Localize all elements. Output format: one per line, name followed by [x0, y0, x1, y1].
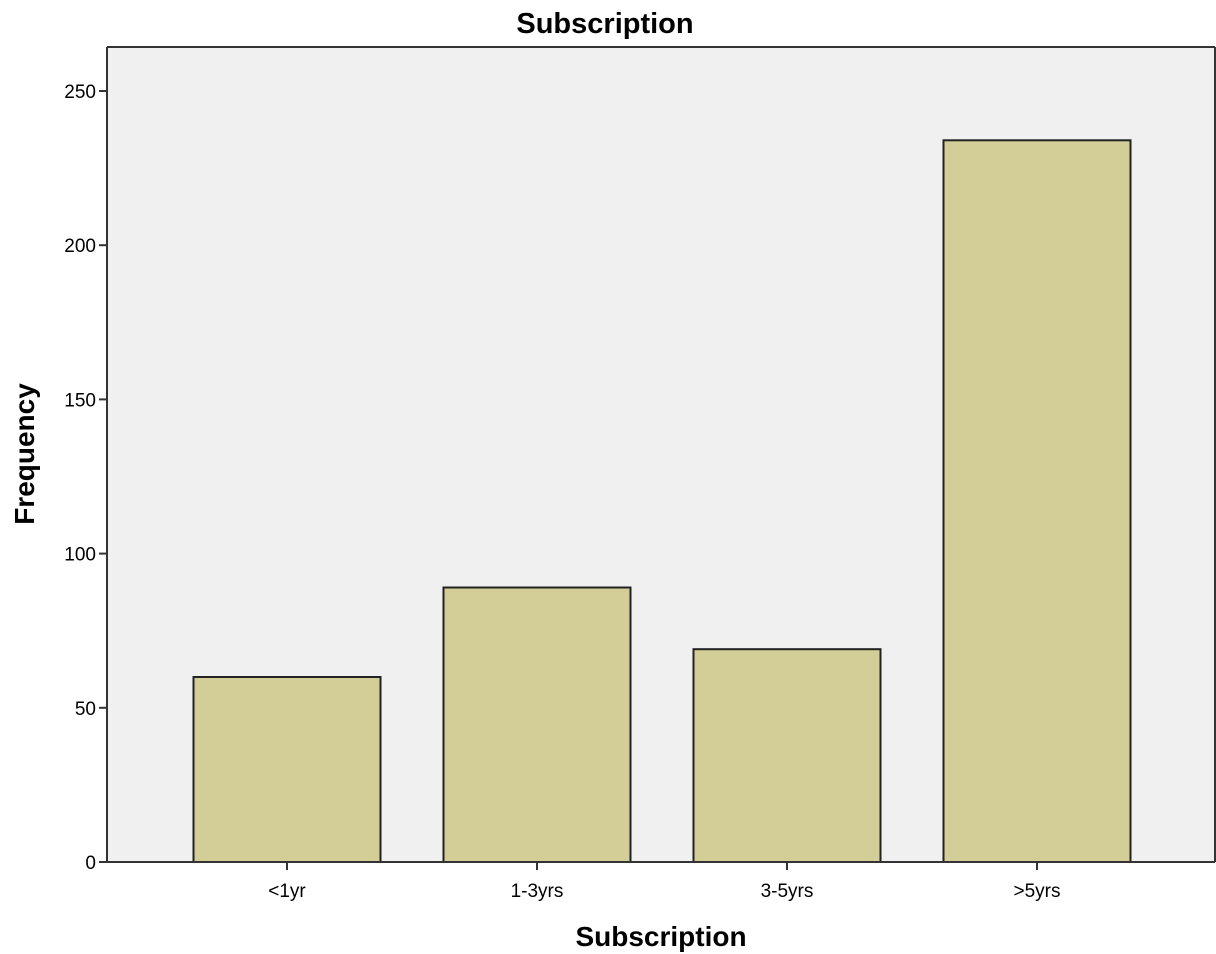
x-tick-label: 3-5yrs	[761, 881, 814, 902]
y-tick-label: 0	[85, 853, 96, 874]
axes-layer	[106, 46, 1216, 863]
x-tick-label: >5yrs	[1014, 881, 1061, 902]
y-tick-label: 50	[75, 699, 96, 720]
y-tick-label: 150	[64, 390, 96, 411]
bars-layer	[192, 139, 1132, 864]
y-tick-label: 200	[64, 236, 96, 257]
x-tick-label: 1-3yrs	[511, 881, 564, 902]
bar-4	[942, 139, 1132, 864]
y-tick-label: 250	[64, 82, 96, 103]
x-tick-label: <1yr	[268, 881, 306, 902]
bar-2	[442, 586, 632, 863]
x-axis-title: Subscription	[575, 921, 746, 952]
bar-1	[192, 676, 382, 863]
x-axis-ticks: <1yr 1-3yrs 3-5yrs >5yrs	[268, 862, 1061, 902]
bar-3	[692, 648, 882, 864]
y-tick-label: 100	[64, 545, 96, 566]
y-axis-title: Frequency	[9, 383, 40, 525]
chart-title: Subscription	[516, 8, 693, 40]
y-axis-ticks: 0 50 100 150 200 250	[64, 82, 107, 874]
